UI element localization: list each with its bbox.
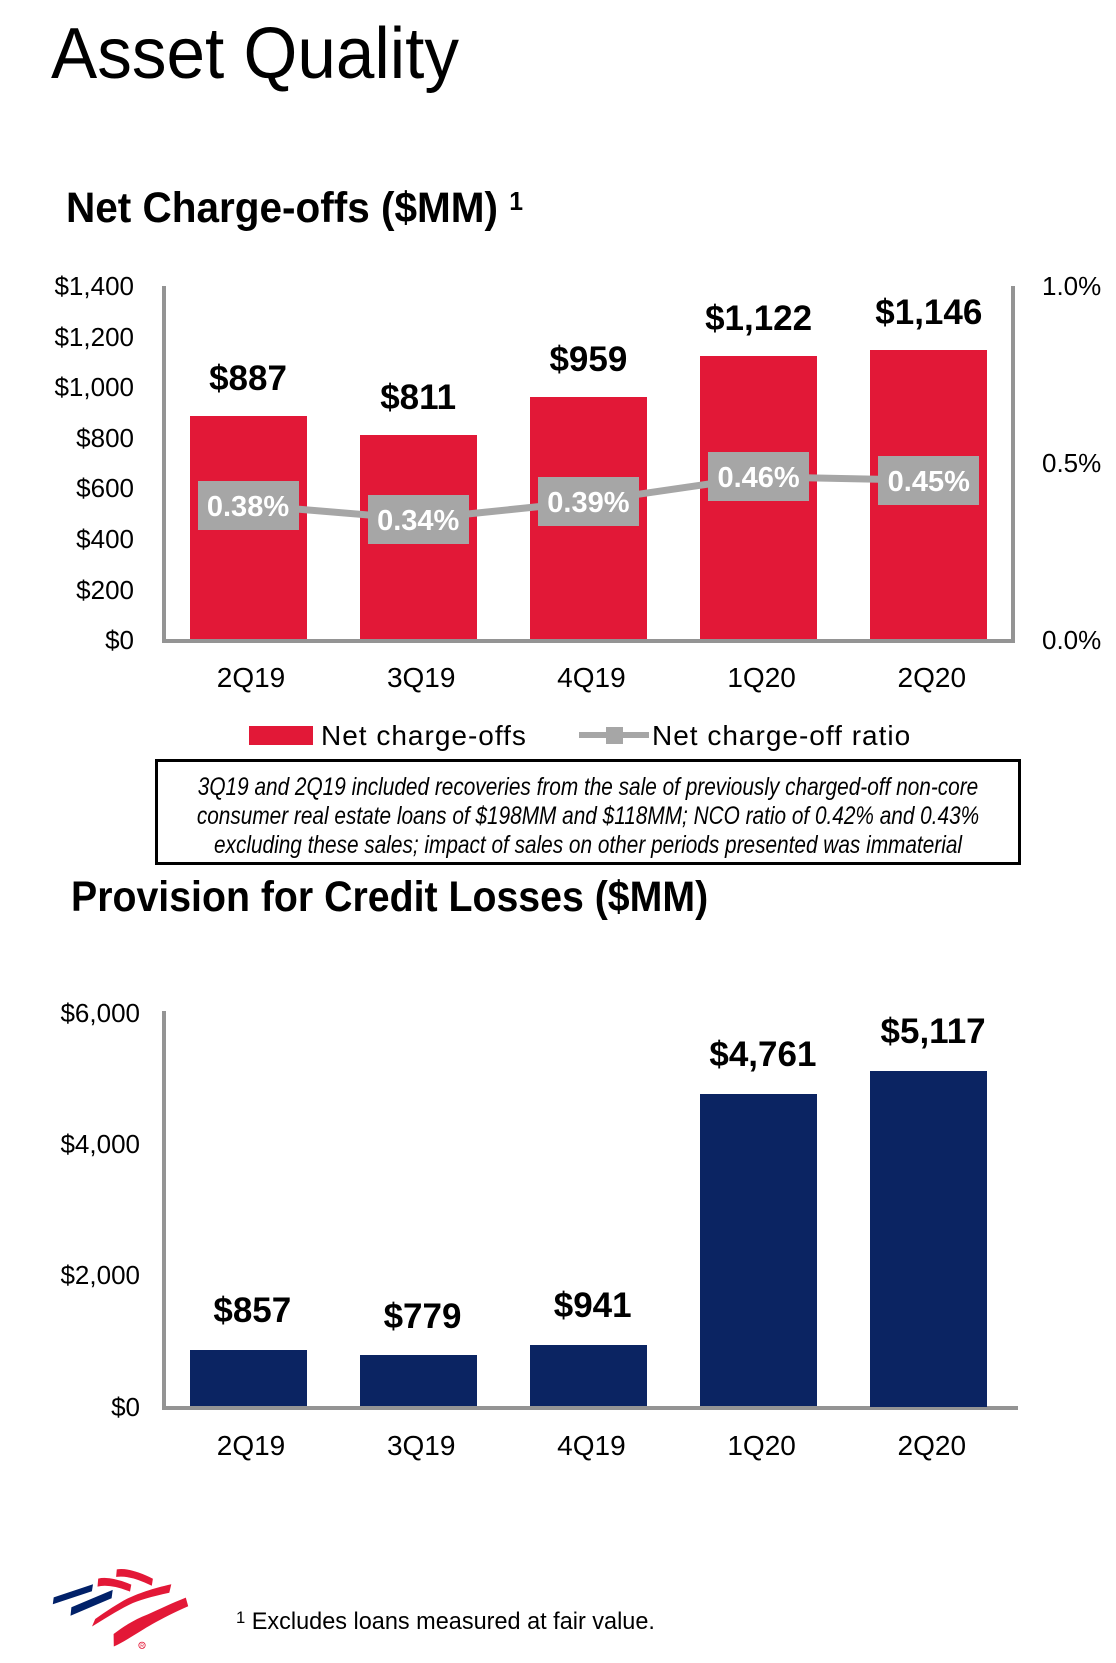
svg-text:R: R <box>140 1644 144 1650</box>
